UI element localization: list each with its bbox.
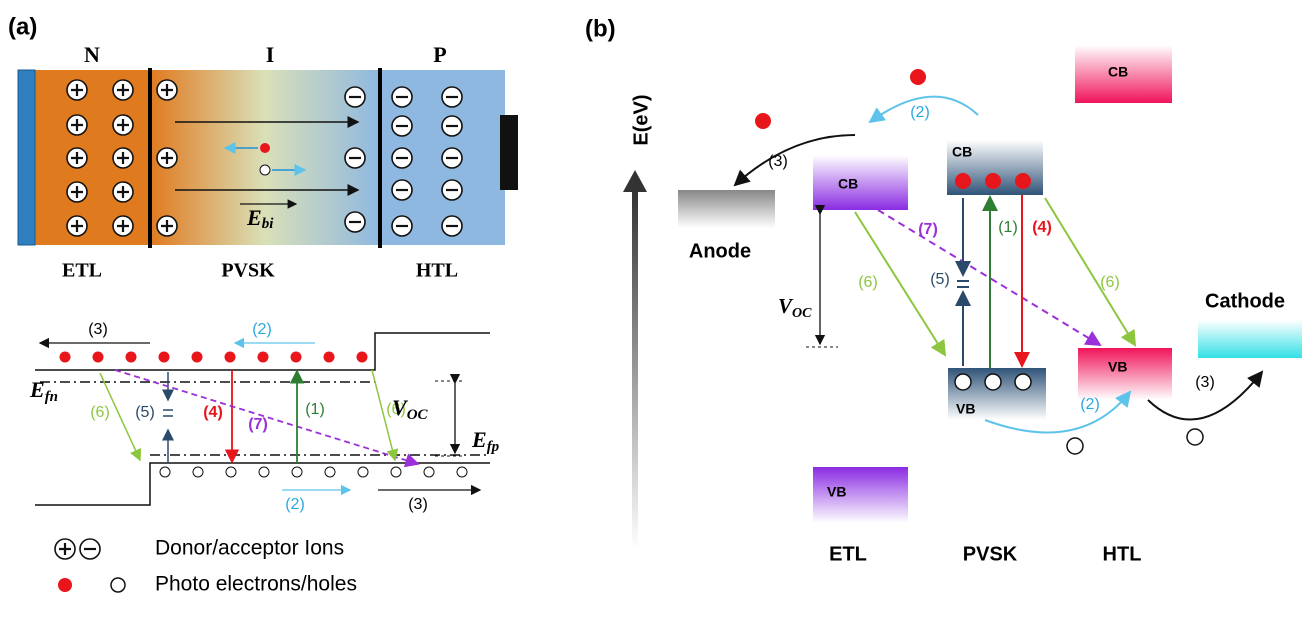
layer-label: ETL xyxy=(62,260,102,282)
panel-label: (a) xyxy=(8,13,37,40)
layer-label: HTL xyxy=(1103,543,1142,565)
region-label: N xyxy=(84,42,100,67)
band-label: CB xyxy=(1108,64,1128,80)
process-label: (2) xyxy=(910,104,930,121)
process-label: (5) xyxy=(930,271,950,288)
energy-axis xyxy=(623,170,647,550)
band-label: CB xyxy=(838,176,858,192)
region-label: P xyxy=(433,42,446,67)
process-label: (3) xyxy=(1195,374,1215,391)
legend-symbols xyxy=(55,539,125,592)
process-label: (6) xyxy=(90,404,110,421)
layer-label: ETL xyxy=(829,543,867,565)
process-label: (6) xyxy=(1100,274,1120,291)
axis-label: E(eV) xyxy=(630,94,652,145)
efn-label: Efn xyxy=(29,377,58,405)
electrode-label: Cathode xyxy=(1205,290,1285,312)
process-label: (1) xyxy=(998,219,1018,236)
process-label: (7) xyxy=(248,416,268,433)
voc-label: VOC xyxy=(778,294,812,321)
process-label: (3) xyxy=(88,321,108,338)
process-label: (2) xyxy=(285,496,305,513)
panel-label: (b) xyxy=(585,15,616,42)
process-label: (3) xyxy=(408,496,428,513)
legend-text: Donor/acceptor Ions xyxy=(155,537,344,560)
band-label: VB xyxy=(1108,359,1127,375)
layer-label: PVSK xyxy=(221,260,275,282)
legend-text: Photo electrons/holes xyxy=(155,573,357,596)
figure: (a) N I P Ebi ETL PVSK HTL (3) (2) (6) (… xyxy=(0,0,1306,618)
layer-label: PVSK xyxy=(963,543,1018,565)
process-label: (5) xyxy=(135,404,155,421)
band-label: VB xyxy=(827,484,846,500)
voc-label: VOC xyxy=(392,395,429,423)
process-label: (2) xyxy=(1080,396,1100,413)
process-label: (4) xyxy=(203,404,223,421)
band-label: VB xyxy=(956,401,975,417)
process-label: (7) xyxy=(918,221,938,238)
layer-label: HTL xyxy=(416,260,458,282)
process-label: (1) xyxy=(305,401,325,418)
process-label: (3) xyxy=(768,153,788,170)
efp-label: Efp xyxy=(471,427,500,455)
process-label: (4) xyxy=(1032,219,1052,236)
band-label: CB xyxy=(952,144,972,160)
region-label: I xyxy=(266,42,275,67)
process-label: (2) xyxy=(252,321,272,338)
process-label: (6) xyxy=(858,274,878,291)
electrode-label: Anode xyxy=(689,240,751,262)
